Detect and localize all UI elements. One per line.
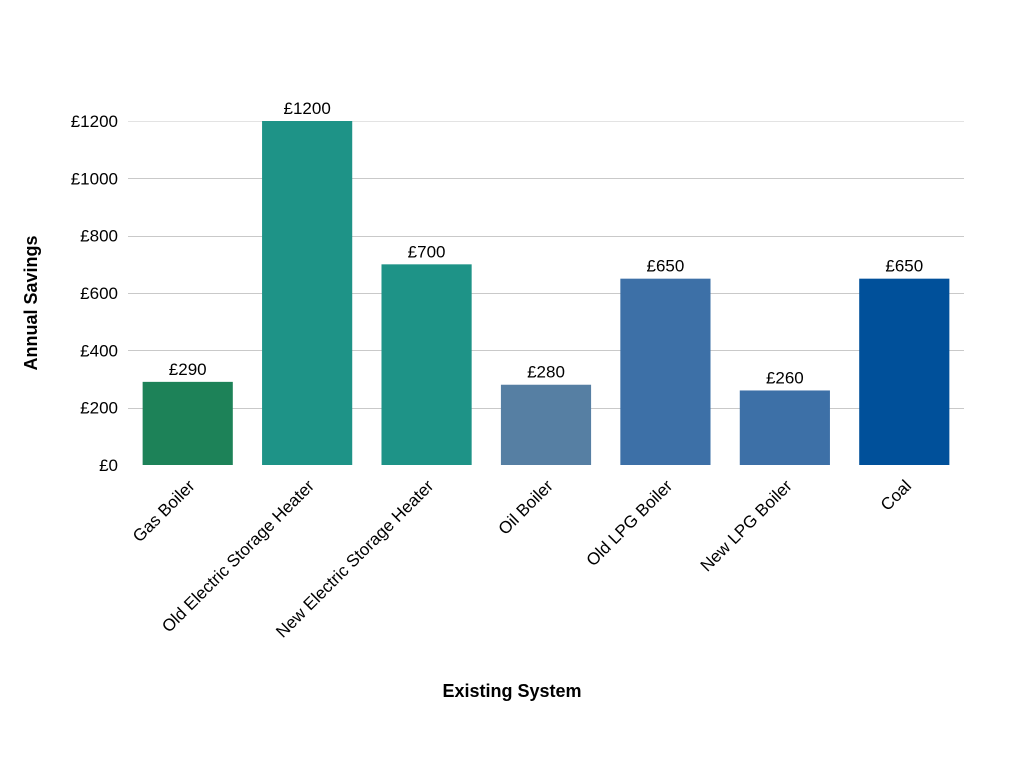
y-tick-label: £400 (80, 341, 118, 360)
bar (262, 121, 353, 465)
data-label: £650 (885, 257, 923, 276)
y-axis-ticks: £0 £200 £400 £600 £800 £1000 £1200 (71, 112, 118, 475)
y-tick-label: £600 (80, 284, 118, 303)
bar (500, 384, 592, 465)
category-label: Coal (877, 476, 915, 514)
bar (739, 390, 830, 465)
data-label: £260 (766, 368, 804, 387)
bar (142, 381, 233, 465)
data-labels: £290 £1200 £700 £280 £650 £260 £650 (169, 99, 923, 387)
category-label: New LPG Boiler (697, 476, 796, 575)
y-tick-label: £800 (80, 227, 118, 246)
y-tick-label: £0 (99, 456, 118, 475)
category-label: Gas Boiler (129, 476, 199, 546)
bars (142, 121, 950, 465)
y-axis-title: Annual Savings (21, 235, 41, 370)
category-label: Old LPG Boiler (583, 476, 677, 570)
y-tick-label: £1000 (71, 169, 118, 188)
y-tick-label: £1200 (71, 112, 118, 131)
bar (620, 278, 711, 465)
data-label: £290 (169, 360, 207, 379)
y-tick-label: £200 (80, 399, 118, 418)
data-label: £280 (527, 363, 565, 382)
category-label: Oil Boiler (495, 476, 557, 538)
bar (381, 264, 472, 465)
data-label: £700 (408, 242, 446, 261)
x-axis-title: Existing System (442, 681, 581, 701)
bar (859, 278, 950, 465)
data-label: £650 (647, 257, 685, 276)
data-label: £1200 (284, 99, 331, 118)
